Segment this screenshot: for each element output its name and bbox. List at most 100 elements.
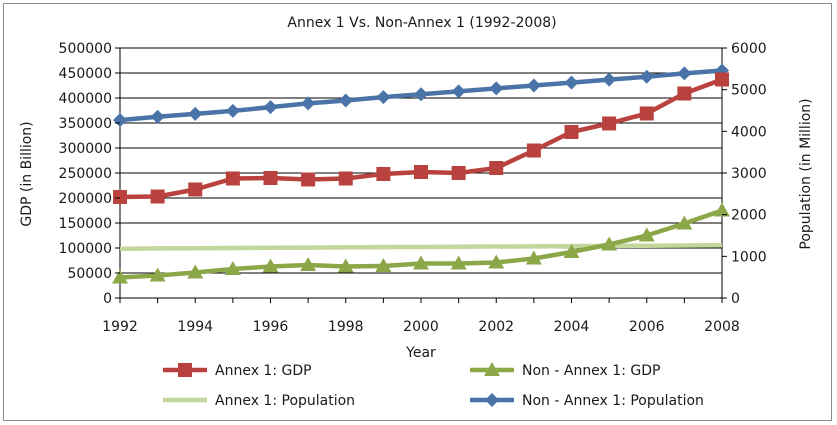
data-point-non-annex-1-population [677,66,692,81]
data-point-annex-1-gdp [451,166,466,180]
data-point-non-annex-1-gdp [450,255,467,270]
y-axis-left-label: GDP (in Billion) [19,121,35,226]
series-layer [112,63,730,284]
y-tick-label: 50000 [67,266,112,282]
data-point-annex-1-gdp [376,167,391,181]
data-point-annex-1-gdp [639,106,654,121]
data-point-annex-1-gdp [225,171,240,186]
data-point-non-annex-1-gdp [262,258,279,273]
x-tick-label: 1996 [253,319,289,335]
y-tick-label: 0 [103,291,112,307]
legend-item-non-annex-1-population: Non - Annex 1: Population [470,393,704,409]
data-point-annex-1-gdp [414,165,428,179]
y2-tick-label: 2000 [731,208,767,224]
x-axis-label: Year [405,345,436,361]
data-point-annex-1-gdp [301,172,316,187]
data-point-non-annex-1-gdp [300,257,317,271]
x-axis: 1992 1994 1996 1998 2000 2002 2004 2006 2008 [102,298,740,335]
data-point-non-annex-1-population [414,87,428,102]
y-tick-label: 200000 [59,191,112,207]
data-point-non-annex-1-gdp [149,267,166,282]
data-point-non-annex-1-population [526,78,541,93]
y2-tick-label: 1000 [731,249,767,265]
data-point-non-annex-1-population [263,100,278,115]
data-point-non-annex-1-population [489,81,504,96]
x-tick-label: 2008 [704,319,740,335]
x-tick-label: 2002 [478,319,514,335]
data-point-non-annex-1-gdp [337,258,354,273]
y-axis-left: 0 50000 100000 150000 200000 250000 300000 3500… [59,41,120,307]
data-point-annex-1-gdp [602,116,617,131]
data-point-annex-1-gdp [677,86,692,101]
legend-label: Annex 1: GDP [215,363,312,379]
y2-tick-label: 3000 [731,166,767,182]
data-point-annex-1-gdp [338,171,353,186]
data-point-non-annex-1-population [602,72,617,87]
data-point-annex-1-gdp [526,143,541,158]
y-tick-label: 250000 [59,166,112,182]
legend-swatch-marker [484,362,500,376]
data-point-non-annex-1-population [338,93,353,108]
y2-tick-label: 6000 [731,41,767,57]
series-annex-1-gdp [113,72,729,204]
data-point-non-annex-1-population [113,113,127,128]
data-point-non-annex-1-population [639,69,654,84]
data-point-non-annex-1-gdp [638,227,655,242]
x-tick-label: 1994 [177,319,213,335]
data-point-annex-1-gdp [263,171,278,185]
data-point-non-annex-1-gdp [375,258,392,272]
legend-item-non-annex-1-gdp: Non - Annex 1: GDP [470,362,660,379]
y2-tick-label: 0 [731,291,740,307]
data-point-non-annex-1-gdp [525,250,542,265]
data-point-non-annex-1-gdp [112,269,128,284]
legend-label: Non - Annex 1: GDP [522,363,660,379]
data-point-non-annex-1-population [564,75,579,90]
x-tick-label: 2000 [403,319,439,335]
data-point-non-annex-1-population [301,96,316,111]
data-point-annex-1-gdp [188,182,203,197]
x-tick-label: 2006 [629,319,665,335]
data-point-non-annex-1-population [225,103,240,118]
legend: Annex 1: GDP Non - Annex 1: GDP Annex 1: P… [163,362,704,409]
legend-label: Annex 1: Population [215,393,355,409]
data-point-non-annex-1-gdp [601,236,618,251]
legend-item-annex-1-gdp: Annex 1: GDP [163,363,312,379]
series-line-annex-1-population [119,243,723,252]
y2-tick-label: 4000 [731,124,767,140]
data-point-non-annex-1-population [188,106,203,121]
data-point-annex-1-gdp [564,125,579,139]
data-point-annex-1-gdp [489,161,504,175]
series-annex-1-population [119,243,723,252]
legend-label: Non - Annex 1: Population [522,393,704,409]
y-tick-label: 450000 [59,66,112,82]
data-point-non-annex-1-gdp [224,261,241,275]
data-point-non-annex-1-population [150,109,165,124]
y-tick-label: 500000 [59,41,112,57]
plot-area [112,47,730,299]
x-tick-label: 1992 [102,319,138,335]
data-point-non-annex-1-population [451,84,466,99]
data-point-non-annex-1-population [376,90,391,105]
data-point-non-annex-1-gdp [488,254,505,269]
data-point-non-annex-1-gdp [413,255,429,270]
y-tick-label: 350000 [59,116,112,132]
y-axis-right-label: Population (in Million) [798,98,814,249]
legend-swatch-marker [178,363,192,377]
data-point-annex-1-gdp [150,189,165,204]
y2-tick-label: 5000 [731,83,767,99]
data-point-non-annex-1-gdp [187,264,204,279]
chart-title: Annex 1 Vs. Non-Annex 1 (1992-2008) [287,15,556,31]
data-point-annex-1-gdp [113,190,127,204]
y-tick-label: 400000 [59,91,112,107]
data-point-non-annex-1-gdp [563,244,580,258]
y-tick-label: 150000 [59,216,112,232]
data-point-annex-1-gdp [715,72,729,87]
legend-swatch-marker [485,393,499,407]
y-tick-label: 100000 [59,241,112,257]
x-tick-label: 2004 [554,319,590,335]
series-non-annex-1-gdp [112,202,730,284]
data-point-non-annex-1-gdp [676,215,693,230]
data-point-non-annex-1-gdp [714,202,730,217]
legend-item-annex-1-population: Annex 1: Population [163,393,355,409]
